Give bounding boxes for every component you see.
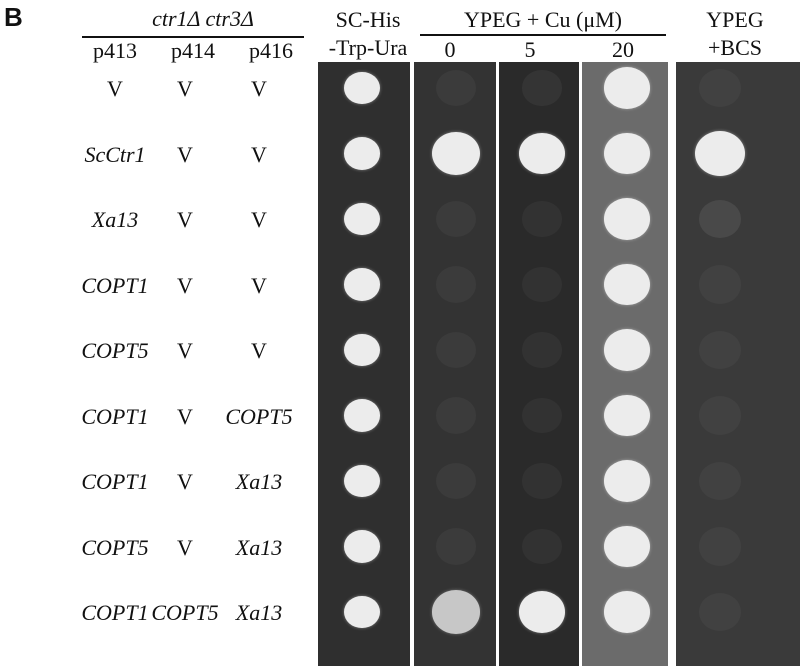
genotype-cell-p414: COPT5	[151, 600, 219, 625]
header-sc-line1: SC-His	[335, 7, 401, 32]
colony-spot	[604, 394, 650, 437]
genotype-cell-p413: ScCtr1	[84, 141, 146, 167]
colony-spot	[604, 329, 650, 371]
genotype-cell-p413: V	[107, 76, 123, 101]
panel-label: B	[4, 2, 23, 32]
strain-label: ctr1Δ ctr3Δ	[152, 6, 254, 31]
colony-spot	[604, 263, 650, 306]
colony-spot	[604, 591, 650, 633]
strain-underline	[82, 36, 304, 38]
colony-spot	[344, 137, 380, 170]
genotype-cell-p413: COPT5	[81, 534, 149, 560]
colony-spot	[435, 397, 477, 434]
genotype-cell-p414: V	[177, 403, 193, 429]
colony-spot	[344, 268, 380, 301]
colony-spot	[344, 333, 380, 367]
colony-spot	[698, 199, 742, 239]
genotype-cell-p414: V	[177, 272, 193, 298]
colony-spot	[698, 527, 742, 566]
header-cu-0: 0	[444, 37, 456, 62]
colony-spot	[698, 265, 742, 304]
colony-spot	[522, 463, 562, 499]
colony-spot	[522, 528, 562, 565]
genotype-cell-p416: V	[251, 338, 267, 363]
genotype-cell-p416: Xa13	[235, 469, 283, 494]
colony-spot	[522, 332, 562, 368]
genotype-cell-p413: COPT1	[81, 272, 149, 298]
colony-spot	[604, 132, 650, 175]
colony-spot	[432, 131, 480, 176]
colony-spot	[344, 530, 380, 563]
colony-spot	[344, 202, 380, 236]
colony-spot	[698, 68, 742, 108]
genotype-cell-p413: COPT1	[81, 600, 149, 625]
colony-spot	[604, 460, 650, 502]
colony-spot	[522, 70, 562, 106]
colony-spot	[522, 266, 562, 303]
genotype-cell-p414: V	[177, 338, 193, 363]
genotype-cell-p416: Xa13	[235, 534, 283, 560]
colony-spot	[435, 462, 477, 500]
genotype-cell-p413: Xa13	[91, 207, 139, 232]
header-cu-5: 5	[524, 37, 536, 62]
header-p414: p414	[171, 38, 215, 63]
genotype-cell-p416: V	[251, 207, 267, 232]
genotype-cell-p413: COPT1	[81, 403, 149, 429]
header-p413: p413	[93, 38, 137, 63]
colony-spot	[519, 591, 565, 633]
colony-spot	[344, 399, 380, 432]
genotype-cell-p416: COPT5	[225, 403, 293, 429]
colony-spot	[435, 331, 477, 369]
colony-spot	[435, 528, 477, 565]
colony-spot	[604, 67, 650, 109]
colony-spot	[344, 464, 380, 498]
colony-spot	[522, 397, 562, 434]
header-ypeg-cu: YPEG + Cu (μM)	[463, 7, 623, 32]
genotype-cell-p414: V	[177, 207, 193, 232]
header-bcs-line1: YPEG	[706, 7, 764, 32]
colony-spot	[432, 590, 480, 634]
genotype-cell-p414: V	[177, 76, 193, 101]
colony-spot	[698, 592, 742, 632]
genotype-cell-p416: V	[251, 272, 267, 298]
colony-spot	[435, 266, 477, 303]
colony-spot	[604, 525, 650, 568]
colony-spot	[698, 461, 742, 501]
genotype-cell-p414: V	[177, 141, 193, 167]
genotype-cell-p416: V	[251, 141, 267, 167]
header-p416: p416	[249, 38, 293, 63]
colony-spot	[604, 198, 650, 240]
header-sc-line2: -Trp-Ura	[328, 35, 408, 60]
genotype-cell-p413: COPT5	[81, 338, 149, 363]
colony-spot	[519, 132, 565, 175]
genotype-cell-p416: V	[251, 76, 267, 101]
colony-spot	[344, 595, 380, 629]
ypeg-cu-underline	[420, 34, 666, 36]
genotype-cell-p414: V	[177, 469, 193, 494]
header-cu-20: 20	[612, 37, 634, 62]
colony-spot	[698, 330, 742, 370]
genotype-cell-p416: Xa13	[235, 600, 283, 625]
colony-spot	[344, 71, 380, 105]
colony-spot	[435, 200, 477, 238]
colony-spot	[695, 131, 745, 176]
colony-spot	[698, 396, 742, 435]
genotype-cell-p414: V	[177, 534, 193, 560]
header-bcs-line2: +BCS	[708, 35, 762, 60]
colony-spot	[522, 201, 562, 237]
colony-spot	[435, 69, 477, 107]
genotype-cell-p413: COPT1	[81, 469, 149, 494]
